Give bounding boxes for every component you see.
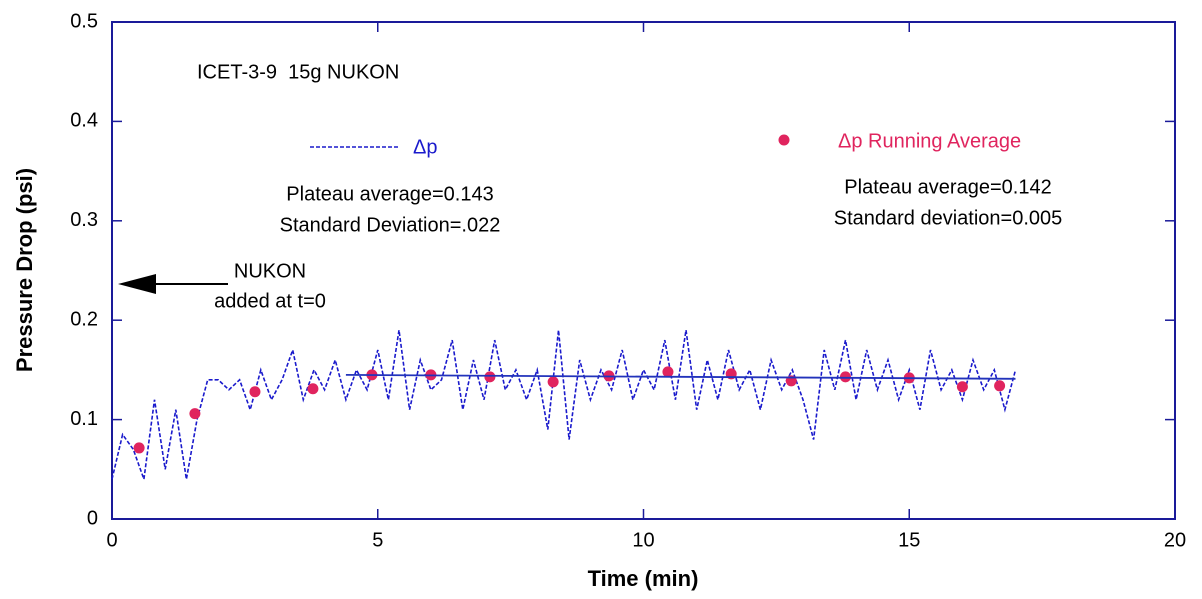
avg-point — [189, 408, 201, 420]
annotation: NUKON — [234, 260, 306, 282]
legend-label: Δp — [413, 136, 437, 158]
y-tick-label: 0.2 — [70, 308, 98, 330]
avg-point — [839, 371, 851, 383]
y-axis-label: Pressure Drop (psi) — [12, 168, 37, 372]
y-tick-label: 0 — [87, 507, 98, 529]
y-tick-label: 0.4 — [70, 110, 98, 132]
avg-point — [956, 381, 968, 393]
arrow — [118, 274, 228, 294]
y-tick-label: 0.1 — [70, 408, 98, 430]
y-tick-label: 0.3 — [70, 209, 98, 231]
avg-point — [133, 442, 145, 454]
annotation: Plateau average=0.142 — [844, 176, 1051, 198]
x-tick-label: 10 — [632, 529, 654, 551]
fit-line — [345, 374, 1016, 380]
annotation: Standard deviation=0.005 — [834, 207, 1063, 229]
annotation: added at t=0 — [214, 290, 326, 312]
dp-line — [111, 329, 1017, 480]
avg-point — [484, 371, 496, 383]
avg-point — [547, 376, 559, 388]
x-tick-label: 0 — [106, 529, 117, 551]
x-tick-label: 5 — [372, 529, 383, 551]
avg-point — [307, 383, 319, 395]
legend-label: Δp Running Average — [838, 130, 1021, 152]
y-tick-label: 0.5 — [70, 10, 98, 32]
x-axis-label: Time (min) — [588, 566, 699, 591]
avg-point — [249, 386, 261, 398]
x-tick-label: 20 — [1164, 529, 1186, 551]
avg-point — [662, 366, 674, 378]
annotation: ICET-3-9 15g NUKON — [197, 61, 399, 83]
annotation: Standard Deviation=.022 — [280, 214, 501, 236]
legend-swatch — [778, 134, 790, 146]
x-tick-label: 15 — [898, 529, 920, 551]
avg-point — [994, 380, 1006, 392]
annotation: Plateau average=0.143 — [286, 183, 493, 205]
